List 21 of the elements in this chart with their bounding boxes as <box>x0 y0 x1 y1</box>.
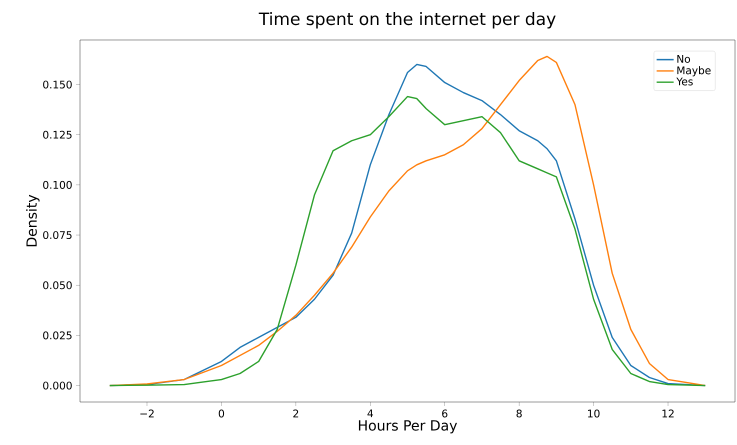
x-tick-label: 10 <box>588 410 600 418</box>
x-tick-label: 8 <box>516 410 522 418</box>
x-tick-label: −2 <box>140 410 154 418</box>
legend-label: Maybe <box>677 66 711 76</box>
y-tick-label: 0.100 <box>43 180 72 189</box>
y-tick-label: 0.125 <box>43 130 72 139</box>
y-tick-label: 0.050 <box>43 281 72 290</box>
x-tick-label: 2 <box>293 410 298 418</box>
y-tick-label: 0.000 <box>43 382 72 390</box>
y-tick-label: 0.025 <box>43 331 72 340</box>
x-tick-label: 0 <box>218 410 224 418</box>
y-axis-title: Density <box>26 194 40 246</box>
x-tick-label: 6 <box>442 410 448 418</box>
x-tick-label: 12 <box>662 410 674 418</box>
x-axis-title: Hours Per Day <box>358 420 458 434</box>
legend-label: Yes <box>676 78 693 86</box>
y-tick-label: 0.150 <box>43 80 72 89</box>
legend-label: No <box>677 55 690 63</box>
x-tick-label: 4 <box>367 410 374 418</box>
y-tick-label: 0.075 <box>43 231 72 240</box>
chart-title: Time spent on the internet per day <box>258 12 556 28</box>
